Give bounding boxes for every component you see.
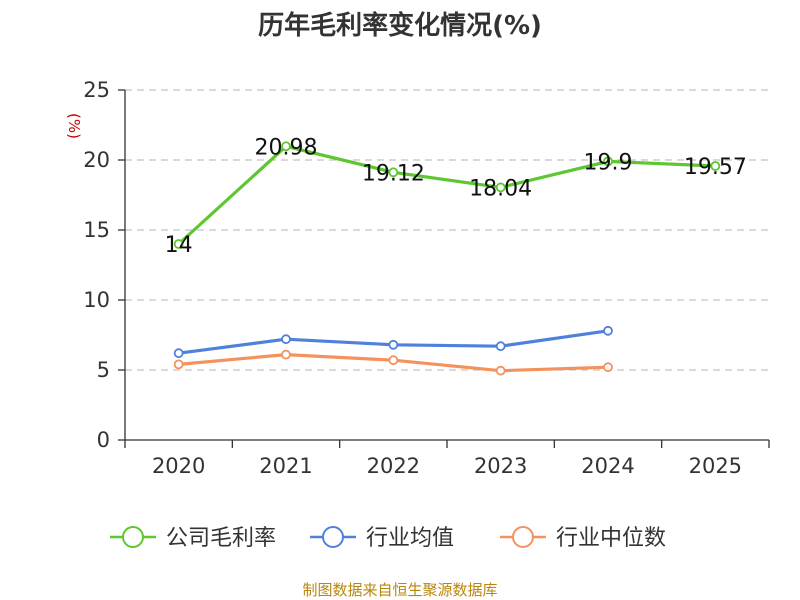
data-label: 19.9 <box>584 150 633 175</box>
y-tick-label: 20 <box>83 148 110 172</box>
data-point <box>495 341 506 352</box>
data-point <box>603 325 613 336</box>
y-tick-label: 25 <box>83 78 110 102</box>
x-tick-label: 2023 <box>474 454 527 478</box>
x-tick-label: 2024 <box>581 454 634 478</box>
data-point <box>388 339 399 350</box>
legend: 公司毛利率 行业均值 行业中位数 <box>110 526 666 551</box>
grid <box>125 89 769 371</box>
x-tick-label: 2022 <box>367 454 420 478</box>
x-tick-label: 2021 <box>259 454 312 478</box>
data-label: 20.98 <box>255 135 318 160</box>
x-tick-label: 2020 <box>152 454 205 478</box>
source-note: 制图数据来自恒生聚源数据库 <box>302 581 497 599</box>
chart-title: 历年毛利率变化情况(%) <box>258 10 542 41</box>
legend-marker <box>512 526 534 548</box>
y-unit-label: (%) <box>65 113 83 139</box>
data-point <box>388 355 399 366</box>
series-line <box>177 144 716 246</box>
y-tick-label: 0 <box>97 428 110 452</box>
data-point <box>173 348 184 359</box>
data-point <box>495 182 506 193</box>
data-label: 14 <box>165 233 193 258</box>
data-point <box>173 239 184 249</box>
data-point <box>603 362 613 373</box>
legend-label: 行业中位数 <box>556 526 666 551</box>
y-tick-label: 5 <box>97 358 110 382</box>
x-tick-label: 2025 <box>689 454 742 478</box>
series-layer <box>173 141 721 376</box>
data-label: 19.12 <box>362 161 425 186</box>
y-tick-label: 10 <box>83 288 110 312</box>
data-point <box>388 167 399 178</box>
data-point <box>603 156 613 167</box>
data-point <box>281 334 291 345</box>
legend-label: 行业均值 <box>366 526 454 551</box>
legend-marker <box>322 526 344 548</box>
data-point <box>173 359 184 370</box>
data-point <box>281 141 291 152</box>
y-tick-label: 15 <box>83 218 110 242</box>
data-labels: 14 20.98 19.12 18.04 19.9 19.57 <box>165 135 747 258</box>
legend-marker <box>122 526 144 548</box>
data-point <box>710 161 721 171</box>
data-label: 19.57 <box>684 155 747 180</box>
legend-label: 公司毛利率 <box>166 526 276 551</box>
data-label: 18.04 <box>469 176 532 201</box>
data-point <box>495 365 506 376</box>
data-point <box>281 349 291 360</box>
